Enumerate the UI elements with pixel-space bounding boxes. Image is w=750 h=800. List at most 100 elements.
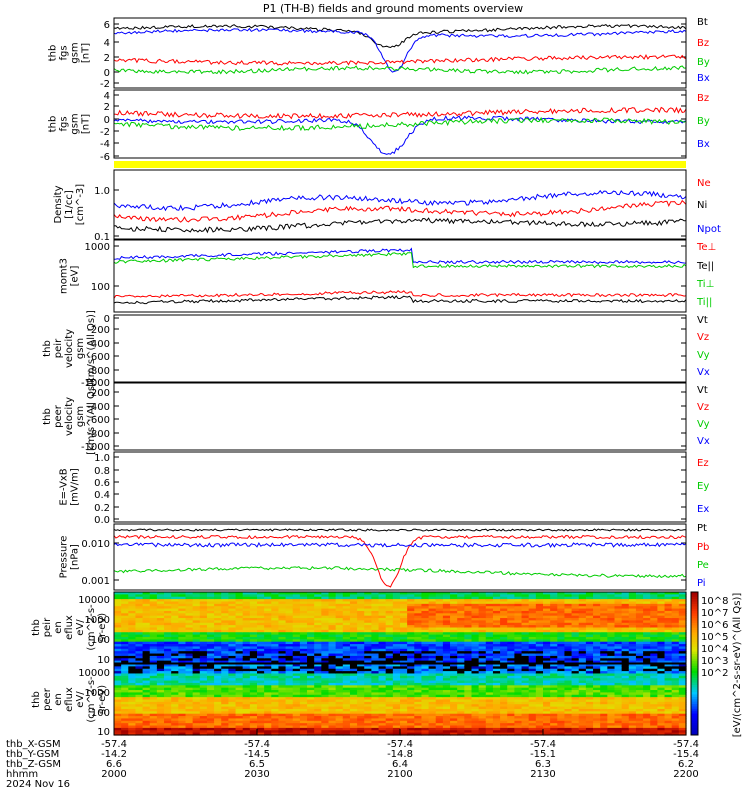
spectrogram-cell xyxy=(400,651,408,655)
spectrogram-cell xyxy=(364,627,372,631)
spectrogram-cell xyxy=(192,718,201,722)
spectrogram-cell xyxy=(457,660,465,664)
spectrogram-cell xyxy=(571,655,580,659)
spectrogram-cell xyxy=(321,632,330,636)
spectrogram-cell xyxy=(414,704,423,708)
spectrogram-cell xyxy=(428,603,437,607)
spectrogram-cell xyxy=(585,618,594,621)
spectrogram-cell xyxy=(321,680,330,684)
spectrogram-cell xyxy=(235,713,244,717)
spectrogram-cell xyxy=(328,599,337,603)
spectrogram-cell xyxy=(521,644,530,648)
spectrogram-cell xyxy=(349,644,358,648)
spectrogram-cell xyxy=(128,632,137,636)
spectrogram-cell xyxy=(664,685,673,689)
spectrogram-cell xyxy=(128,592,137,595)
spectrogram-cell xyxy=(442,627,451,631)
spectrogram-cell xyxy=(435,718,444,722)
spectrogram-cell xyxy=(564,682,573,686)
spectrogram-cell xyxy=(178,655,187,659)
spectrogram-cell xyxy=(657,687,666,691)
spectrogram-cell xyxy=(185,606,194,610)
spectrogram-cell xyxy=(292,694,301,698)
spectrogram-cell xyxy=(464,699,473,703)
spectrogram-cell xyxy=(171,610,179,614)
spectrogram-cell xyxy=(221,690,229,693)
spectrogram-cell xyxy=(307,627,315,631)
spectrogram-cell xyxy=(478,634,487,638)
spectrogram-cell xyxy=(328,701,337,705)
spectrogram-cell xyxy=(650,618,658,621)
spectrogram-cell xyxy=(421,620,430,624)
spectrogram-cell xyxy=(578,603,587,607)
spectrogram-cell xyxy=(371,629,380,633)
spectrogram-cell xyxy=(614,675,623,679)
spectrogram-cell xyxy=(564,675,573,679)
spectrogram-cell xyxy=(164,720,172,724)
spectrogram-cell xyxy=(192,629,201,633)
spectrogram-cell xyxy=(400,658,408,662)
spectrogram-cell xyxy=(156,701,165,705)
spectrogram-cell xyxy=(192,730,201,734)
spectrogram-cell xyxy=(292,680,301,684)
spectrogram-cell xyxy=(464,608,473,612)
spectrogram-cell xyxy=(571,648,580,652)
spectrogram-cell xyxy=(264,599,272,603)
spectrogram-cell xyxy=(357,671,365,675)
spectrogram-cell xyxy=(607,639,616,643)
spectrogram-cell xyxy=(271,608,280,612)
spectrogram-cell xyxy=(514,615,523,619)
spectrogram-cell xyxy=(192,711,201,715)
spectrogram-cell xyxy=(292,655,301,659)
spectrogram-cell xyxy=(407,660,415,664)
spectrogram-cell xyxy=(292,636,301,640)
spectrogram-cell xyxy=(392,603,401,607)
spectrogram-cell xyxy=(471,685,480,689)
spectrogram-cell xyxy=(500,716,508,720)
spectrogram-cell xyxy=(121,687,129,691)
spectrogram-cell xyxy=(214,599,222,603)
spectrogram-cell xyxy=(178,708,187,712)
spectrogram-cell xyxy=(228,680,237,684)
spectrogram-cell xyxy=(535,685,544,689)
spectrogram-cell xyxy=(385,730,394,734)
spectrogram-cell xyxy=(257,644,265,648)
spectrogram-cell xyxy=(156,682,165,686)
spectrogram-cell xyxy=(357,641,365,645)
spectrogram-cell xyxy=(500,682,508,686)
spectrogram-cell xyxy=(271,627,280,631)
spectrogram-cell xyxy=(385,680,394,684)
spectrogram-cell xyxy=(650,655,658,659)
spectrogram-cell xyxy=(500,704,508,708)
spectrogram-cell xyxy=(164,629,172,633)
spectrogram-cell xyxy=(435,644,444,648)
spectrogram-cell xyxy=(114,620,122,624)
ylabel-elec_spec: eflux xyxy=(64,687,75,712)
spectrogram-cell xyxy=(149,599,158,603)
spectrogram-cell xyxy=(357,706,365,710)
spectrogram-cell xyxy=(435,699,444,703)
spectrogram-cell xyxy=(643,675,651,679)
spectrogram-cell xyxy=(278,651,287,655)
spectrogram-cell xyxy=(464,610,473,614)
spectrogram-cell xyxy=(206,608,215,612)
spectrogram-cell xyxy=(228,730,237,734)
spectrogram-cell xyxy=(357,692,365,696)
spectrogram-cell xyxy=(485,668,494,672)
spectrogram-cell xyxy=(585,608,594,612)
spectrogram-cell xyxy=(307,606,315,610)
spectrogram-cell xyxy=(435,658,444,662)
spectrogram-cell xyxy=(299,594,308,598)
spectrogram-cell xyxy=(678,615,687,619)
spectrogram-cell xyxy=(335,627,344,631)
spectrogram-cell xyxy=(457,658,465,662)
spectrogram-cell xyxy=(271,653,280,657)
spectrogram-cell xyxy=(664,725,673,729)
spectrogram-cell xyxy=(550,648,558,652)
spectrogram-cell xyxy=(335,608,344,612)
spectrogram-cell xyxy=(185,620,194,624)
spectrogram-cell xyxy=(178,625,187,629)
spectrogram-cell xyxy=(142,639,151,643)
spectrogram-cell xyxy=(314,644,322,648)
spectrogram-cell xyxy=(335,655,344,659)
